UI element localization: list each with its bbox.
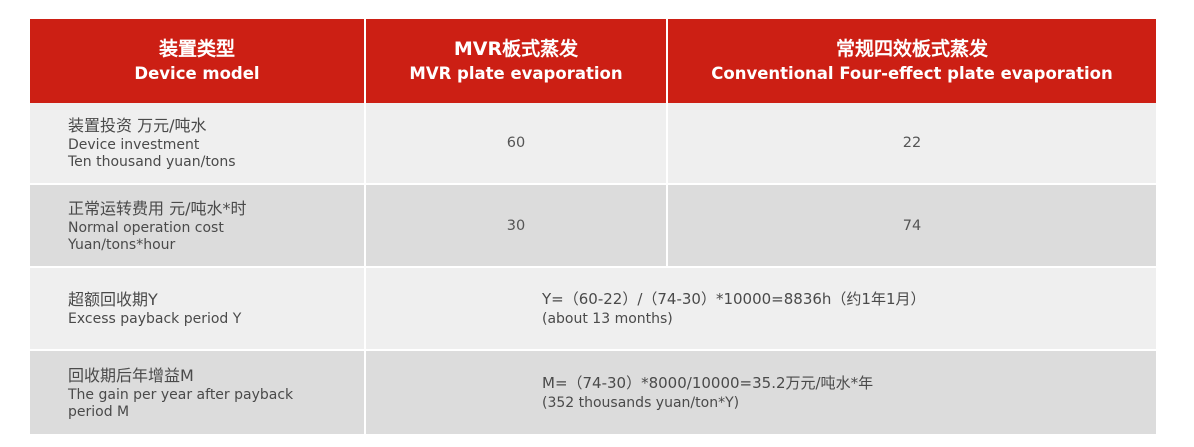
cell-value: 30 (506, 217, 526, 234)
row-payback-formula: Y=（60-22）/（74-30）*10000=8836h（约1年1月） (ab… (366, 268, 1156, 351)
row-operation-cost-mvr: 30 (366, 185, 668, 268)
formula-note: (352 thousands yuan/ton*Y) (542, 395, 740, 411)
row-gain-formula: M=（74-30）*8000/10000=35.2万元/吨水*年 (352 th… (366, 351, 1156, 434)
row-payback-label: 超额回收期Y Excess payback period Y (30, 268, 366, 351)
header-col1-en: Device model (134, 63, 260, 83)
comparison-table: 装置类型 Device model MVR板式蒸发 MVR plate evap… (30, 19, 1156, 434)
row-gain-label: 回收期后年增益M The gain per year after payback… (30, 351, 366, 434)
cell-value: 60 (506, 135, 526, 151)
row-label-en: Excess payback period Y (68, 311, 242, 327)
header-conventional: 常规四效板式蒸发 Conventional Four-effect plate … (668, 19, 1156, 103)
row-label-zh: 超额回收期Y (68, 290, 158, 309)
header-col1-zh: 装置类型 (158, 37, 235, 60)
row-label-en: period M (68, 403, 130, 420)
row-investment-label: 装置投资 万元/吨水 Device investment Ten thousan… (30, 103, 366, 185)
header-col3-zh: 常规四效板式蒸发 (835, 37, 988, 60)
row-label-zh: 正常运转费用 元/吨水*时 (68, 198, 247, 218)
cell-value: 74 (902, 217, 922, 234)
formula-line: M=（74-30）*8000/10000=35.2万元/吨水*年 (542, 374, 874, 392)
row-label-en: Yuan/tons*hour (68, 236, 176, 253)
header-col2-en: MVR plate evaporation (409, 63, 623, 83)
row-operation-cost-label: 正常运转费用 元/吨水*时 Normal operation cost Yuan… (30, 185, 366, 268)
row-label-en: Normal operation cost (68, 219, 224, 236)
row-investment-mvr: 60 (366, 103, 668, 185)
header-mvr: MVR板式蒸发 MVR plate evaporation (366, 19, 668, 103)
header-col3-en: Conventional Four-effect plate evaporati… (711, 63, 1113, 83)
row-label-zh: 回收期后年增益M (68, 365, 194, 385)
header-device-model: 装置类型 Device model (30, 19, 366, 103)
row-label-en: Ten thousand yuan/tons (68, 154, 236, 170)
header-col2-zh: MVR板式蒸发 (453, 37, 579, 60)
row-operation-cost-conventional: 74 (668, 185, 1156, 268)
row-label-en: Device investment (68, 137, 200, 153)
row-label-en: The gain per year after payback (68, 386, 294, 403)
row-investment-conventional: 22 (668, 103, 1156, 185)
formula-line: Y=（60-22）/（74-30）*10000=8836h（约1年1月） (542, 290, 926, 308)
cell-value: 22 (902, 135, 922, 151)
formula-note: (about 13 months) (542, 311, 673, 327)
row-label-zh: 装置投资 万元/吨水 (68, 116, 207, 135)
